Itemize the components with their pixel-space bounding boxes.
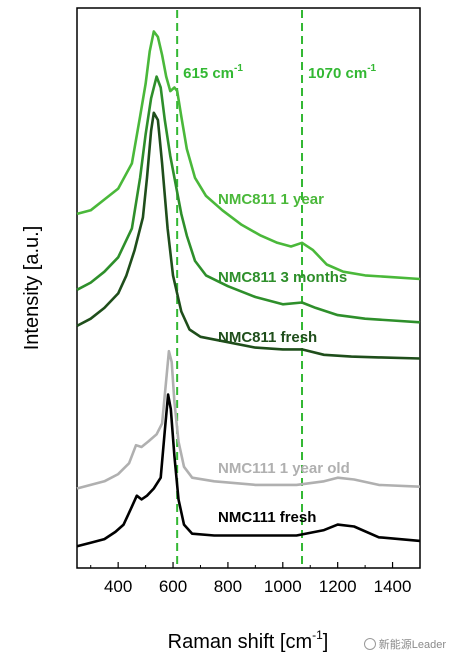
series-line-nmc811-fresh [76,111,421,360]
watermark: 新能源Leader [363,636,446,652]
watermark-text: 新能源Leader [378,639,446,651]
wechat-icon [363,638,376,650]
series-line-nmc811-1-year [76,30,421,281]
x-axis-label-exponent: -1 [312,628,323,642]
series-line-nmc111-fresh [76,393,421,548]
spectra-series [76,30,421,548]
reference-label-1070: 1070 cm-1 [308,63,377,82]
reference-label-exponent: -1 [234,63,243,74]
reference-label-text: 1070 cm [308,65,367,82]
series-label-nmc111-1-year-old: NMC111 1 year old [218,460,350,477]
x-tick-label-1400: 1400 [374,577,412,596]
x-tick-label-800: 800 [214,577,242,596]
series-label-nmc811-1-year: NMC811 1 year [218,191,324,208]
series-label-nmc811-fresh: NMC811 fresh [218,329,317,346]
series-label-nmc111-fresh: NMC111 fresh [218,509,316,526]
reference-label-exponent: -1 [367,63,376,74]
series-label-nmc811-3-months: NMC811 3 months [218,269,347,286]
x-tick-label-600: 600 [159,577,187,596]
x-axis-label-close: ] [323,631,329,653]
reference-label-615: 615 cm-1 [183,63,243,82]
x-tick-label-1200: 1200 [319,577,357,596]
series-labels: NMC811 1 year NMC811 3 months NMC811 fresh… [218,191,350,526]
reference-label-text: 615 cm [183,65,234,82]
series-line-nmc111-1-year-old [76,349,421,490]
x-axis-label-main: Raman shift [cm [168,631,312,653]
x-axis-label: Raman shift [cm-1] [168,628,329,653]
series-line-nmc811-3-months [76,75,421,324]
x-tick-label-400: 400 [104,577,132,596]
x-axis-ticks: 400 600 800 1000 1200 1400 [90,562,421,596]
y-axis-label: Intensity [a.u.] [21,226,43,351]
plot-frame [76,7,421,569]
x-tick-label-1000: 1000 [264,577,302,596]
